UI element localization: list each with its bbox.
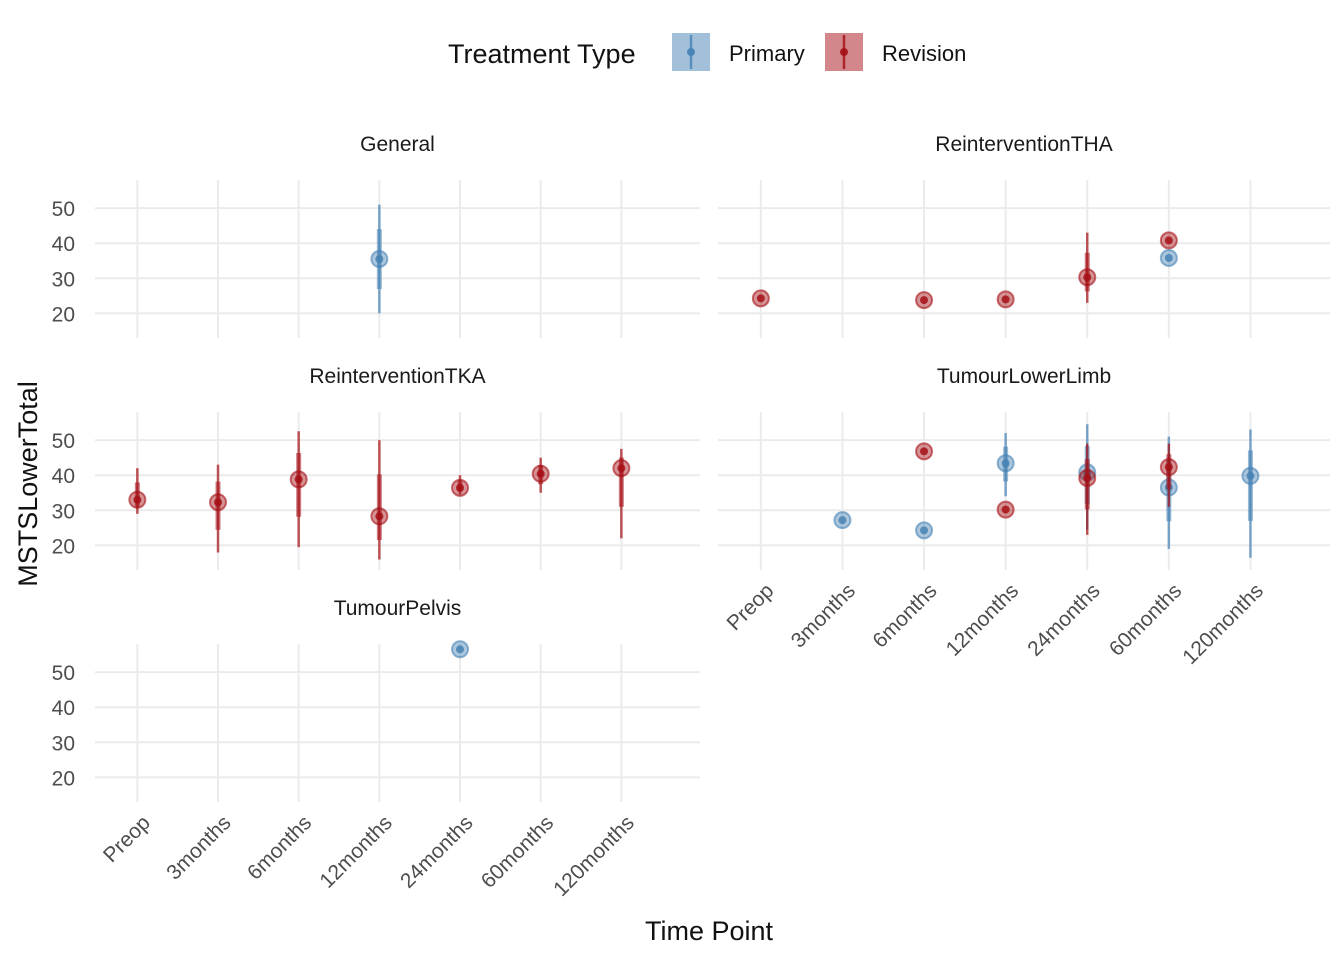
point-core <box>1164 236 1173 245</box>
legend-label-revision: Revision <box>882 41 966 66</box>
point-core <box>375 255 384 263</box>
interval-band <box>376 474 382 541</box>
x-tick-label: Preop <box>99 811 155 867</box>
panel-title: TumourLowerLimb <box>937 365 1111 388</box>
panel-title: ReinterventionTHA <box>935 133 1112 156</box>
point-core <box>1083 474 1092 483</box>
interval-band <box>134 482 140 508</box>
legend-key-revision <box>825 33 863 71</box>
point-core <box>133 495 142 504</box>
panel-ReinterventionTHA: ReinterventionTHA <box>718 133 1330 338</box>
y-tick-label: 30 <box>52 500 75 523</box>
y-tick-label: 30 <box>52 732 75 755</box>
y-axis-label: MSTSLowerTotal <box>13 381 43 587</box>
interval-band <box>296 452 302 517</box>
point-core <box>214 498 223 507</box>
point-core <box>536 469 545 478</box>
point-core <box>838 516 847 525</box>
point-core <box>617 464 626 473</box>
y-tick-label: 40 <box>52 233 75 256</box>
x-tick-label: 12months <box>315 811 396 892</box>
legend-label-primary: Primary <box>729 41 805 66</box>
interval-band <box>618 457 624 507</box>
panel-TumourLowerLimb: TumourLowerLimb Preop 3months 6months 12mont… <box>718 365 1330 669</box>
x-axis-label: Time Point <box>645 916 774 946</box>
x-tick-label: 3months <box>787 579 860 652</box>
point-core <box>375 512 384 521</box>
x-tick-label: 120months <box>1178 579 1268 669</box>
interval-band <box>1166 454 1172 489</box>
point-core <box>1164 463 1173 472</box>
x-tick-label: 60months <box>477 811 558 892</box>
y-tick-label: 50 <box>52 430 75 453</box>
point-core <box>1164 253 1173 262</box>
y-tick-label: 20 <box>52 303 75 326</box>
interval-band <box>1247 450 1253 521</box>
panel-title: TumourPelvis <box>334 597 462 620</box>
point-core <box>1083 273 1092 282</box>
point-core <box>920 296 929 305</box>
y-tick-label: 40 <box>52 465 75 488</box>
point-core <box>456 645 465 654</box>
y-tick-label: 50 <box>52 662 75 685</box>
point-core <box>920 447 929 456</box>
legend: Treatment Type Primary Revision <box>448 33 966 71</box>
x-tick-label: 3months <box>162 811 235 884</box>
y-tick-label: 30 <box>52 268 75 291</box>
y-tick-label: 20 <box>52 535 75 558</box>
point-core <box>1001 295 1010 304</box>
legend-title: Treatment Type <box>448 39 636 69</box>
y-tick-label: 50 <box>52 198 75 221</box>
y-tick-label: 40 <box>52 697 75 720</box>
point-core <box>294 475 303 484</box>
legend-key-primary <box>672 33 710 71</box>
x-tick-label: 6months <box>868 579 941 652</box>
x-tick-label: 24months <box>396 811 477 892</box>
point-core <box>456 483 465 492</box>
point-core <box>756 294 765 303</box>
x-tick-label: 6months <box>243 811 316 884</box>
y-tick-label: 20 <box>52 767 75 790</box>
x-tick-label: 60months <box>1105 579 1186 660</box>
panels: General 20 30 40 50 ReinterventionTHA Reinterv… <box>52 133 1330 901</box>
x-tick-label: Preop <box>722 579 778 635</box>
panel-ReinterventionTKA: ReinterventionTKA 20 30 40 50 <box>52 365 700 570</box>
point-core <box>1001 505 1010 514</box>
point-core <box>1001 459 1010 468</box>
point-core <box>1246 471 1255 480</box>
panel-title: ReinterventionTKA <box>309 365 485 388</box>
x-tick-label: 24months <box>1023 579 1104 660</box>
interval-band <box>1084 252 1090 292</box>
panel-title: General <box>360 133 435 156</box>
panel-General: General 20 30 40 50 <box>52 133 700 338</box>
interval-band <box>1084 459 1090 510</box>
point-core <box>920 526 929 535</box>
x-tick-label: 12months <box>942 579 1023 660</box>
x-tick-label: 120months <box>549 811 639 901</box>
